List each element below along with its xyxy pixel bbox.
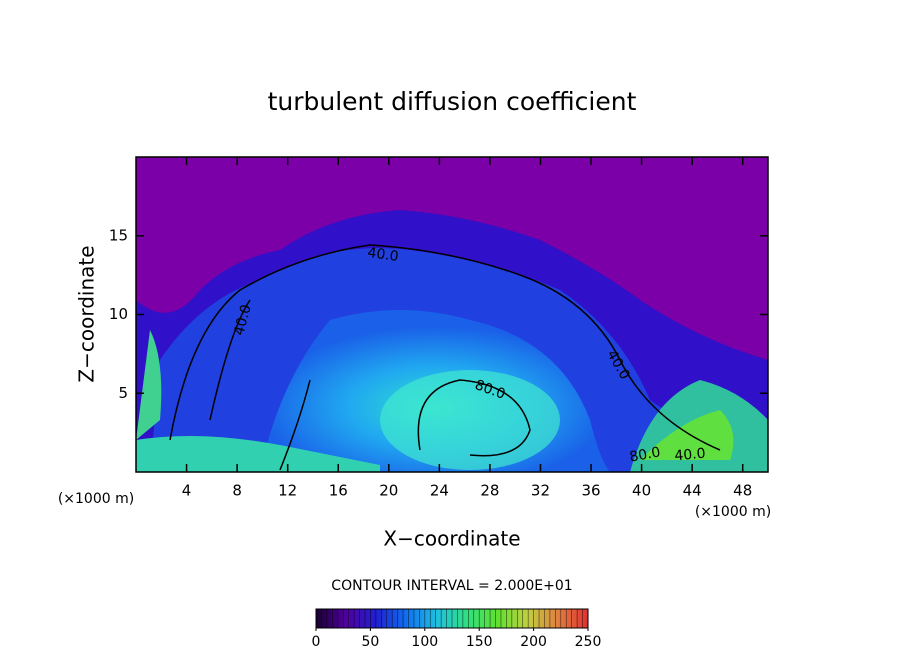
colorbar-tick-label: 0 (312, 634, 321, 650)
x-tick-label: 36 (581, 482, 600, 500)
x-tick-label: 28 (480, 482, 499, 500)
x-tick-label: 32 (531, 482, 550, 500)
colorbar-tick-label: 100 (411, 634, 438, 650)
x-tick-label: 44 (683, 482, 702, 500)
y-tick-label: 15 (109, 226, 128, 244)
y-tick-label: 10 (109, 305, 128, 323)
field (136, 157, 768, 472)
x-tick-label: 48 (733, 482, 752, 500)
x-tick-label: 8 (232, 482, 242, 500)
colorbar-tick-label: 150 (466, 634, 493, 650)
x-tick-label: 20 (379, 482, 398, 500)
contour-label: 40.0 (231, 303, 255, 337)
colorbar-tick-label: 250 (575, 634, 602, 650)
x-tick-label: 40 (632, 482, 651, 500)
y-tick-label: 5 (118, 384, 128, 402)
colorbar-tick-label: 200 (520, 634, 547, 650)
contour-label: 40.0 (366, 245, 399, 265)
contour-label: 40.0 (674, 446, 706, 465)
x-tick-label: 12 (278, 482, 297, 500)
contour-label: 80.0 (628, 444, 661, 465)
x-unit: (×1000 m) (695, 504, 771, 520)
chart-title: turbulent diffusion coefficient (268, 87, 637, 116)
x-tick-label: 16 (329, 482, 348, 500)
x-tick-label: 24 (430, 482, 449, 500)
x-unit: (×1000 m) (58, 491, 134, 507)
contour-interval: CONTOUR INTERVAL = 2.000E+01 (331, 578, 572, 594)
colorbar-tick-label: 50 (361, 634, 379, 650)
y-axis-label: Z−coordinate (75, 245, 99, 382)
x-axis-label: X−coordinate (383, 527, 520, 551)
x-tick-label: 4 (182, 482, 192, 500)
